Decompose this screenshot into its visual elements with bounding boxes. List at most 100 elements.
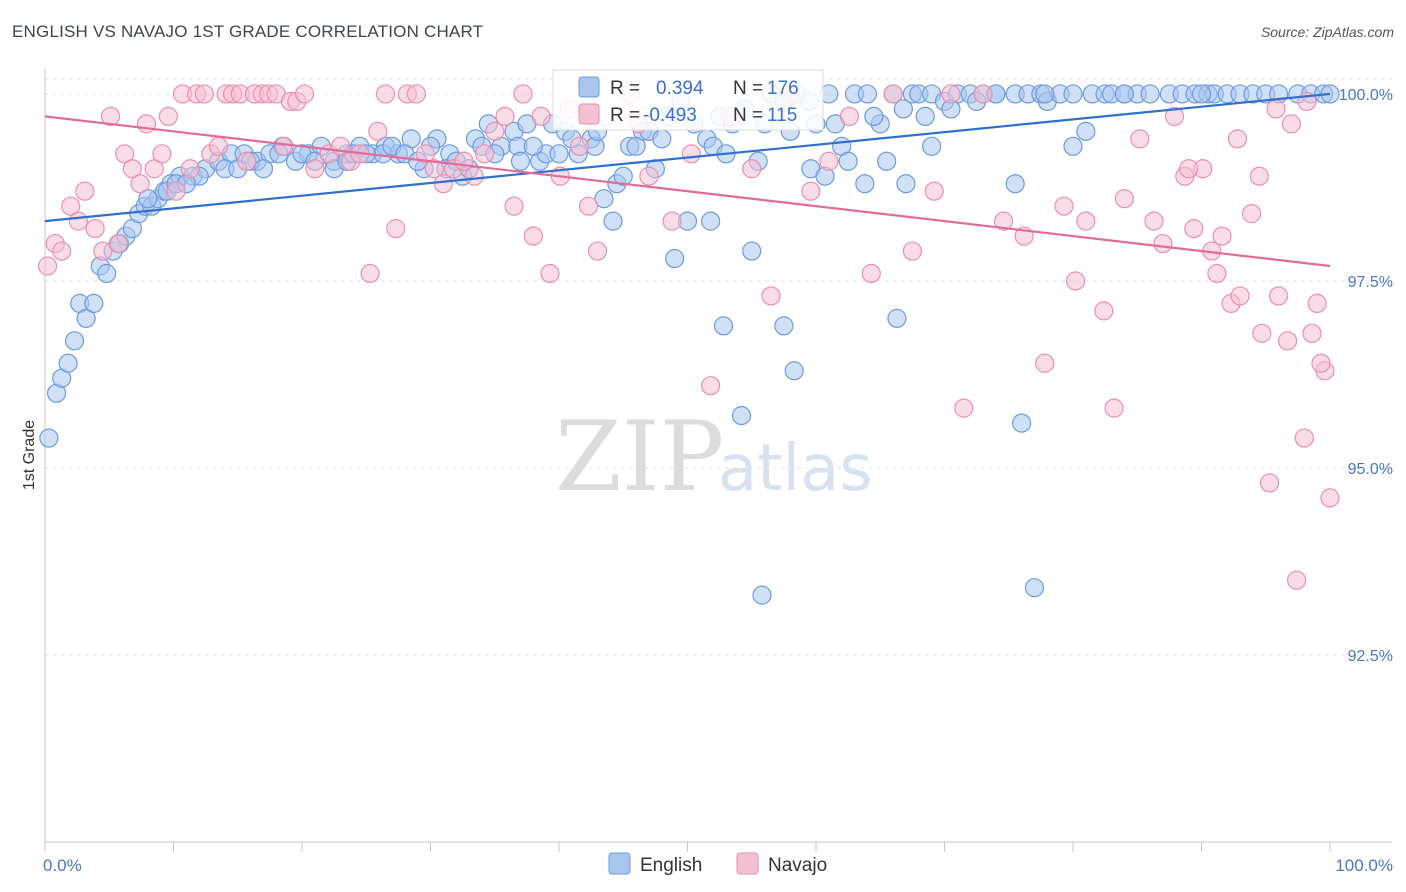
navajo-point — [1094, 301, 1114, 321]
navajo-point — [52, 241, 72, 261]
navajo-point — [569, 136, 590, 156]
english-point — [1140, 84, 1160, 104]
english-point — [855, 174, 875, 194]
navajo-point — [1035, 353, 1055, 373]
english-point — [523, 136, 543, 156]
english-point — [1114, 84, 1135, 104]
axes — [44, 68, 1392, 843]
navajo-point — [1144, 211, 1164, 231]
navajo-point — [166, 181, 186, 201]
navajo-point — [924, 181, 944, 201]
navajo-point — [994, 211, 1014, 231]
navajo-point — [136, 114, 157, 134]
navajo-point — [108, 233, 128, 254]
navajo-point — [360, 263, 380, 284]
navajo-point — [681, 144, 701, 164]
y-tick-label: 97.5% — [1348, 274, 1393, 291]
english-point — [1024, 578, 1045, 598]
english-point — [510, 151, 531, 171]
navajo-point — [883, 84, 903, 104]
navajo-point — [424, 159, 444, 179]
navajo-point — [1153, 233, 1173, 254]
english-point — [896, 174, 916, 194]
navajo-point — [68, 211, 89, 231]
navajo-point — [274, 136, 294, 156]
english-point — [84, 293, 104, 314]
bottom-legend-english-swatch[interactable] — [608, 852, 631, 875]
navajo-point — [1307, 293, 1327, 314]
correlation-legend: R = 0.394 N = 176 R = -0.493 N = 115 — [552, 69, 824, 131]
english-point — [864, 106, 884, 127]
navajo-point — [1164, 106, 1185, 127]
watermark-zip: ZIP — [555, 401, 724, 513]
navajo-point — [639, 166, 659, 186]
english-point — [594, 189, 614, 209]
navajo-point — [1104, 398, 1124, 418]
navajo-point — [100, 106, 121, 127]
english-point — [626, 136, 646, 156]
english-point — [1191, 84, 1212, 104]
navajo-point — [954, 398, 974, 418]
english-point — [1063, 136, 1083, 156]
navajo-point — [540, 263, 560, 284]
navajo-point — [1054, 196, 1074, 216]
y-axis-title: 1st Grade — [21, 420, 38, 490]
navajo-point — [75, 181, 95, 201]
navajo-point — [433, 174, 453, 194]
english-point — [603, 211, 623, 231]
navajo-point — [1179, 159, 1199, 179]
navajo-point — [513, 84, 533, 104]
navajo-point — [861, 263, 881, 284]
bottom-legend-navajo-label[interactable]: Navajo — [768, 855, 827, 876]
navajo-point — [474, 144, 495, 164]
english-point — [1005, 174, 1025, 194]
navajo-point — [495, 106, 515, 127]
navajo-point — [1184, 219, 1204, 239]
english-point — [652, 129, 672, 149]
navajo-point — [158, 106, 178, 127]
navajo-point — [485, 121, 505, 141]
legend-navajo-r-value: -0.493 — [643, 105, 697, 126]
navajo-point — [523, 226, 543, 246]
navajo-point — [839, 106, 860, 127]
navajo-point — [152, 144, 172, 164]
navajo-point — [761, 286, 781, 306]
navajo-point — [61, 196, 81, 216]
navajo-point — [93, 241, 113, 261]
watermark-atlas: atlas — [718, 432, 873, 506]
english-point — [857, 84, 878, 104]
navajo-point — [973, 84, 993, 104]
navajo-point — [368, 121, 388, 141]
navajo-point — [180, 159, 200, 179]
english-point — [613, 166, 633, 186]
navajo-point — [294, 84, 315, 104]
english-point — [253, 159, 274, 179]
navajo-point — [662, 211, 682, 231]
navajo-point — [941, 84, 961, 104]
navajo-point — [1266, 99, 1286, 119]
english-point — [893, 99, 913, 119]
navajo-point — [578, 196, 599, 216]
bottom-legend-navajo-swatch[interactable] — [736, 852, 759, 875]
x-tick-label-min: 0.0% — [43, 856, 82, 875]
english-point — [97, 263, 117, 284]
navajo-point — [144, 159, 164, 179]
navajo-point — [1320, 488, 1340, 508]
navajo-point — [130, 174, 150, 194]
watermark: ZIP atlas — [555, 401, 873, 513]
series-legend[interactable]: English Navajo — [608, 852, 827, 876]
navajo-point — [208, 136, 229, 156]
chart-title: ENGLISH VS NAVAJO 1ST GRADE CORRELATION … — [12, 22, 484, 41]
legend-english-n-label: N = — [733, 78, 763, 99]
navajo-point — [1249, 166, 1269, 186]
navajo-point — [194, 84, 214, 104]
y-tick-label: 95.0% — [1348, 461, 1393, 478]
navajo-point — [1268, 286, 1289, 306]
navajo-point — [85, 219, 105, 239]
bottom-legend-english-label[interactable]: English — [640, 855, 702, 876]
navajo-point — [1294, 428, 1314, 448]
english-point — [1011, 413, 1032, 433]
navajo-point — [122, 159, 142, 179]
english-point — [701, 211, 721, 231]
source-attribution[interactable]: Source: ZipAtlas.com — [1260, 24, 1394, 40]
